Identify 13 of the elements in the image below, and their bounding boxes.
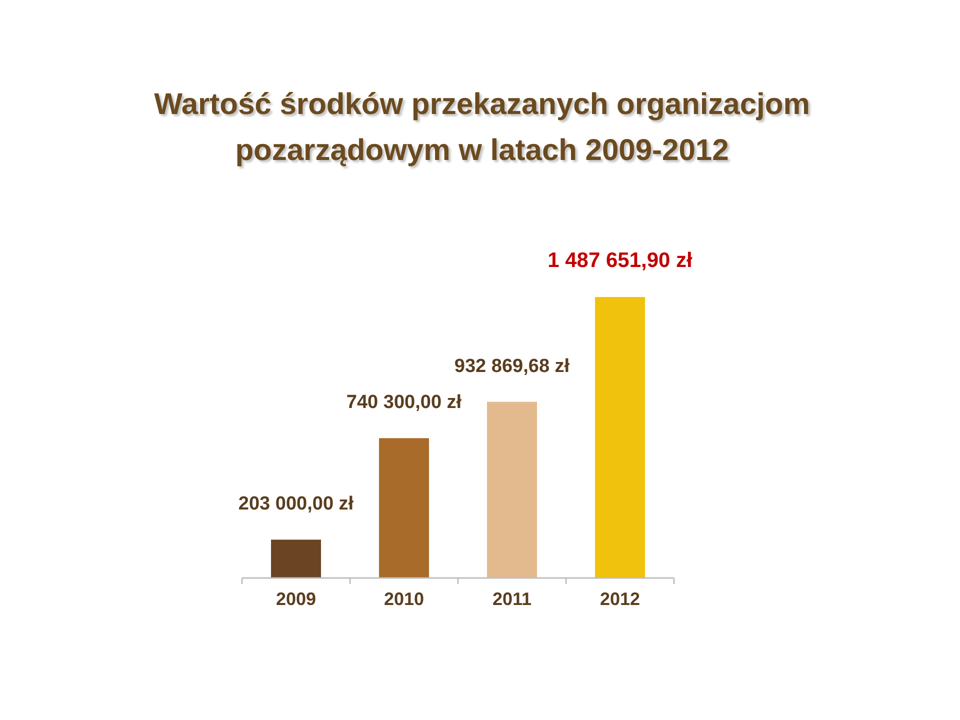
bar <box>379 438 429 578</box>
x-tick-label: 2011 <box>492 588 532 609</box>
bar <box>487 402 537 578</box>
data-label: 740 300,00 zł <box>346 392 462 414</box>
data-label: 1 487 651,90 zł <box>548 249 693 272</box>
x-tick-label: 2010 <box>384 588 424 609</box>
x-tick-label: 2009 <box>276 588 316 609</box>
data-label: 203 000,00 zł <box>238 494 354 515</box>
chart-title: Wartość środków przekazanych organizacjom pozarządowym w latach 2009-2012 <box>154 88 810 167</box>
data-label: 932 869,68 zł <box>454 356 570 377</box>
x-tick-label: 2012 <box>600 588 640 609</box>
bar <box>271 540 321 578</box>
bar <box>595 297 645 578</box>
